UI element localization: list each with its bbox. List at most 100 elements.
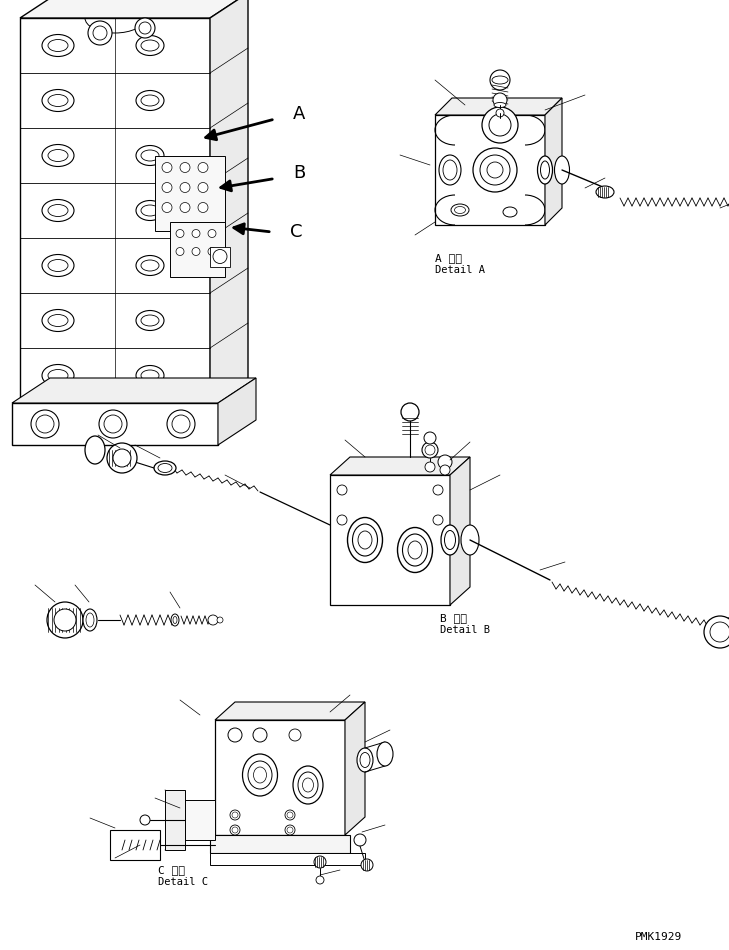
Text: A 詳細: A 詳細 (435, 253, 462, 263)
Ellipse shape (136, 366, 164, 386)
Circle shape (496, 109, 504, 117)
Circle shape (162, 162, 172, 173)
Polygon shape (435, 115, 545, 225)
Polygon shape (20, 18, 210, 403)
Bar (210, 853, 365, 865)
Circle shape (162, 202, 172, 213)
Polygon shape (218, 378, 256, 445)
Bar (210, 246, 230, 267)
Circle shape (489, 114, 511, 136)
Polygon shape (450, 457, 470, 605)
Circle shape (113, 449, 131, 467)
Circle shape (167, 410, 195, 438)
Text: PMK1929: PMK1929 (635, 932, 682, 942)
Circle shape (208, 230, 216, 238)
Circle shape (162, 182, 172, 193)
Circle shape (480, 155, 510, 185)
Circle shape (704, 616, 729, 648)
Ellipse shape (86, 613, 94, 627)
Ellipse shape (42, 34, 74, 56)
Ellipse shape (42, 144, 74, 166)
Ellipse shape (158, 464, 172, 472)
Ellipse shape (492, 76, 508, 84)
Circle shape (285, 825, 295, 835)
Circle shape (232, 827, 238, 833)
Ellipse shape (445, 530, 456, 549)
Circle shape (135, 18, 155, 38)
Circle shape (47, 602, 83, 638)
Ellipse shape (303, 778, 313, 792)
Polygon shape (20, 0, 248, 18)
Circle shape (433, 515, 443, 525)
Polygon shape (210, 0, 248, 403)
Circle shape (422, 442, 438, 458)
Ellipse shape (402, 534, 427, 566)
Circle shape (93, 26, 107, 40)
Ellipse shape (141, 150, 159, 161)
Circle shape (213, 250, 227, 263)
Circle shape (440, 465, 450, 475)
Ellipse shape (348, 518, 383, 562)
Ellipse shape (254, 767, 267, 783)
Ellipse shape (42, 310, 74, 332)
Circle shape (176, 230, 184, 238)
Bar (185, 800, 215, 840)
Circle shape (176, 248, 184, 256)
Polygon shape (12, 378, 256, 403)
Ellipse shape (441, 525, 459, 555)
Circle shape (172, 415, 190, 433)
Circle shape (180, 202, 190, 213)
Ellipse shape (540, 161, 550, 179)
Circle shape (208, 615, 218, 625)
Ellipse shape (48, 259, 68, 272)
Polygon shape (215, 720, 345, 835)
Circle shape (287, 827, 293, 833)
Ellipse shape (461, 525, 479, 555)
Circle shape (314, 856, 326, 868)
Ellipse shape (451, 204, 469, 216)
Ellipse shape (154, 461, 176, 475)
Circle shape (198, 202, 208, 213)
Ellipse shape (596, 186, 614, 198)
Circle shape (36, 415, 54, 433)
Polygon shape (215, 702, 365, 720)
Bar (170, 221, 225, 276)
Circle shape (140, 815, 150, 825)
Circle shape (354, 834, 366, 846)
Ellipse shape (171, 614, 179, 626)
Circle shape (425, 445, 435, 455)
Circle shape (99, 410, 127, 438)
Circle shape (139, 22, 151, 34)
Bar (12, 403, 218, 445)
Ellipse shape (136, 256, 164, 276)
Ellipse shape (85, 436, 105, 464)
Ellipse shape (397, 527, 432, 573)
Ellipse shape (141, 370, 159, 381)
Polygon shape (545, 98, 562, 225)
Ellipse shape (48, 40, 68, 51)
Circle shape (401, 403, 419, 421)
Circle shape (88, 21, 112, 45)
Text: B: B (293, 164, 305, 182)
Ellipse shape (48, 94, 68, 106)
Circle shape (180, 162, 190, 173)
Ellipse shape (48, 370, 68, 382)
Circle shape (438, 455, 452, 469)
Ellipse shape (293, 766, 323, 804)
Ellipse shape (136, 35, 164, 55)
Circle shape (230, 810, 240, 820)
Circle shape (31, 410, 59, 438)
Ellipse shape (48, 149, 68, 162)
Circle shape (54, 609, 76, 631)
Circle shape (487, 162, 503, 178)
Circle shape (192, 230, 200, 238)
Ellipse shape (248, 761, 272, 789)
Circle shape (425, 462, 435, 472)
Ellipse shape (357, 748, 373, 772)
Circle shape (228, 728, 242, 742)
Ellipse shape (173, 617, 177, 623)
Circle shape (107, 443, 137, 473)
Ellipse shape (494, 103, 506, 107)
Circle shape (337, 485, 347, 495)
Ellipse shape (358, 531, 372, 549)
